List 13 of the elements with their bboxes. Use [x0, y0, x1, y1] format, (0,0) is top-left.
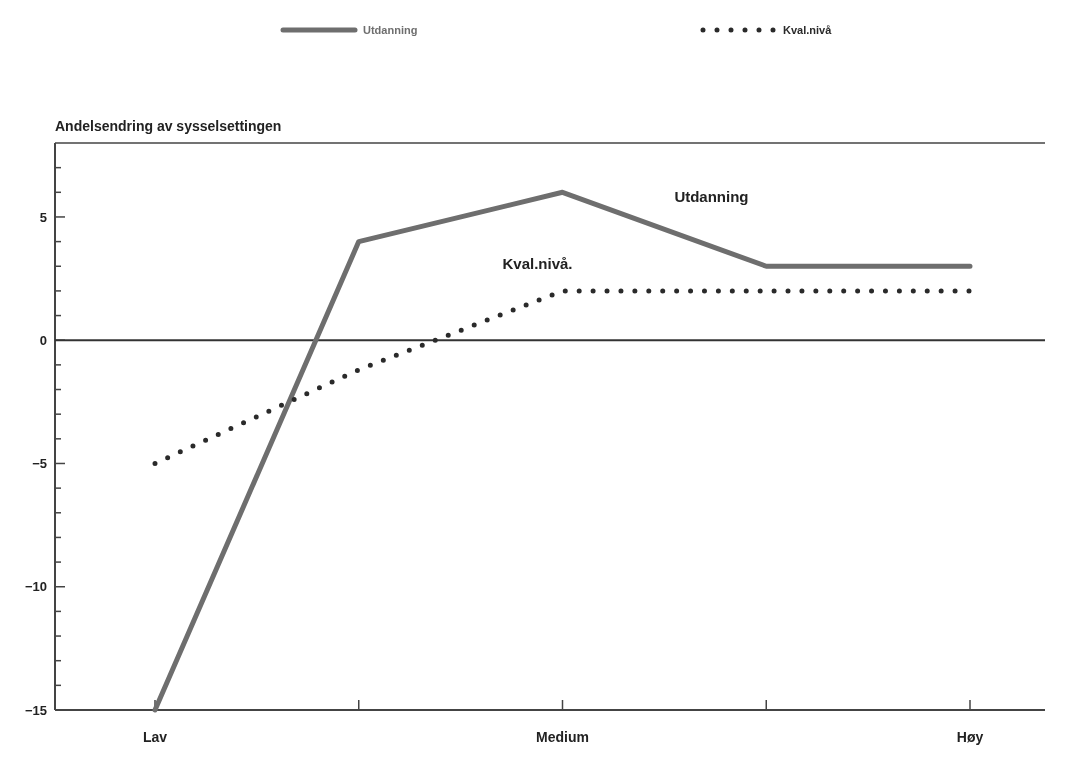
- annotation: Utdanning: [674, 188, 749, 206]
- x-tick-label: Medium: [536, 729, 589, 745]
- x-tick-label: Høy: [956, 729, 984, 745]
- y-tick-label: 5: [39, 209, 47, 225]
- y-tick-label: 0: [39, 332, 47, 348]
- annotation: Kval.nivå.: [502, 254, 573, 272]
- x-tick-label: Lav: [142, 729, 168, 745]
- y-tick-label: −10: [24, 579, 47, 595]
- y-tick-label: −5: [32, 456, 47, 472]
- text: Kval.nivå: [783, 24, 833, 36]
- y-tick-label: −15: [24, 702, 47, 718]
- text: Utdanning: [363, 24, 418, 36]
- y-axis-title: Andelsendring av sysselsettingen: [55, 118, 282, 134]
